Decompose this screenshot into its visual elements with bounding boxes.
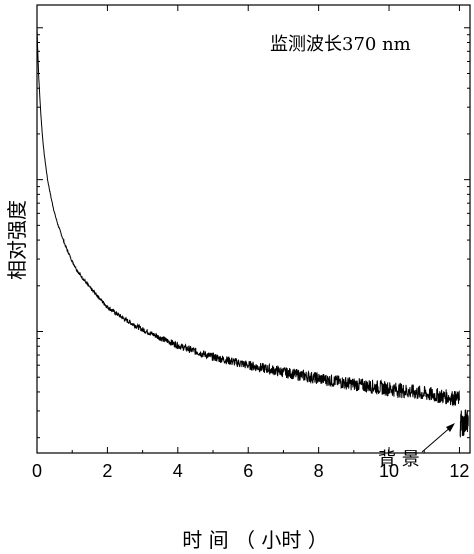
background-label: 背 景 xyxy=(378,449,420,470)
x-tick-label-12: 12 xyxy=(449,461,469,481)
x-tick-label-8: 8 xyxy=(314,461,324,481)
y-axis-ticks xyxy=(37,27,470,439)
wavelength-annotation: 监测波长370 nm xyxy=(270,34,411,55)
series-layer xyxy=(36,27,469,438)
y-axis-label: 相对强度 xyxy=(5,200,29,280)
x-tick-label-2: 2 xyxy=(102,461,112,481)
series-line-0 xyxy=(36,27,460,407)
background-arrow xyxy=(421,423,455,453)
x-axis-label: 时 间 （ 小时 ） xyxy=(182,528,327,552)
x-tick-label-0: 0 xyxy=(32,461,42,481)
x-axis-ticks: 0 2 4 6 8 10 12 xyxy=(32,5,469,481)
x-tick-label-10: 10 xyxy=(379,461,399,481)
series-line-1 xyxy=(459,409,469,438)
x-tick-label-4: 4 xyxy=(173,461,183,481)
x-tick-label-6: 6 xyxy=(243,461,253,481)
plot-frame xyxy=(36,4,471,454)
